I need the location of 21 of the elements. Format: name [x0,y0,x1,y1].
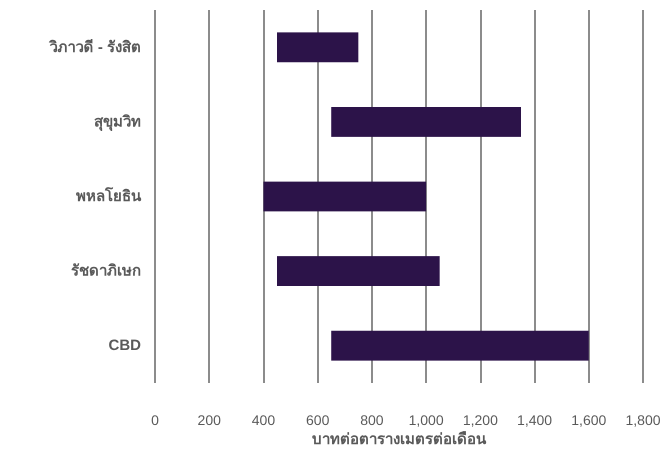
bar [263,182,426,212]
x-tick-label: 0 [151,412,160,428]
y-tick-label: รัชดาภิเษก [71,262,141,280]
x-tick-label: 600 [306,412,330,428]
x-tick-label: 1,800 [625,412,661,428]
bar [331,330,589,361]
x-tick-label: 200 [198,412,222,428]
x-tick-label: 1,600 [571,412,606,428]
x-tick-label: 1,200 [462,412,498,428]
x-tick-label: 1,000 [408,412,444,428]
x-tick-label: 1,400 [517,412,552,428]
x-tick-label: 800 [360,412,384,428]
bar [277,32,358,62]
bar [331,106,521,137]
y-tick-label: วิภาวดี - รังสิต [48,38,141,56]
bar [277,256,440,286]
y-tick-label: พหลโยธิน [76,186,142,205]
y-tick-label: CBD [108,337,142,354]
x-tick-label: 400 [252,412,276,428]
y-tick-label: สุขุมวิท [94,112,141,132]
x-axis-title: บาทต่อตารางเมตรต่อเดือน [312,430,487,448]
